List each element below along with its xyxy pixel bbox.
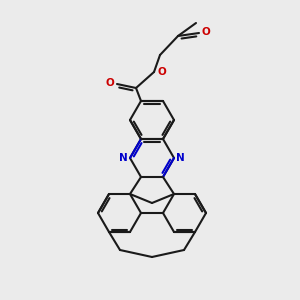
Text: O: O <box>157 67 166 77</box>
Text: N: N <box>119 153 128 163</box>
Text: O: O <box>202 27 211 37</box>
Text: N: N <box>176 153 185 163</box>
Text: O: O <box>105 78 114 88</box>
